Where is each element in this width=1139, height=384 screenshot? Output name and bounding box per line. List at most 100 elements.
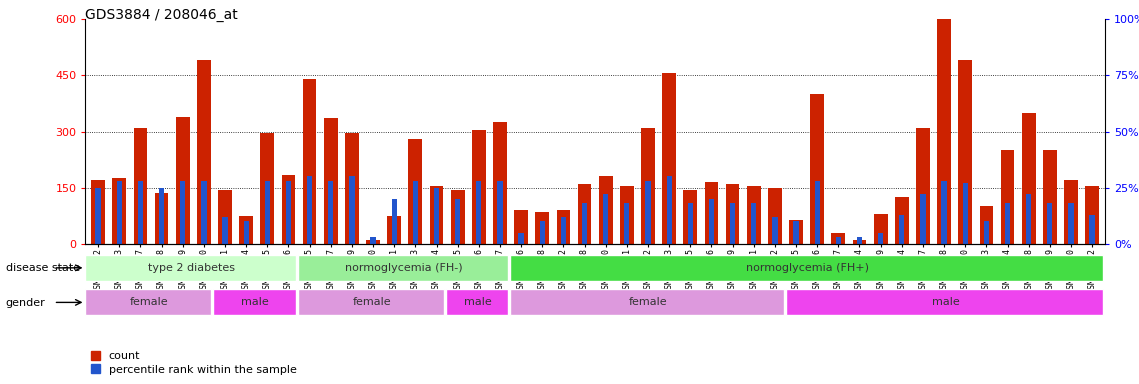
Bar [412,181,418,244]
Bar [708,199,714,244]
Bar [577,184,591,244]
Text: male: male [932,297,959,308]
Bar [366,240,380,244]
Bar [1047,204,1052,244]
Bar [219,190,232,244]
Bar [409,139,423,244]
Bar [244,221,248,244]
Bar [937,19,951,244]
Bar [810,94,825,244]
Bar [113,178,126,244]
Bar [197,60,211,244]
Bar [1026,194,1031,244]
Bar [1022,113,1035,244]
Bar [85,255,296,281]
Bar [446,290,508,315]
Bar [814,181,820,244]
Bar [557,210,571,244]
Bar [264,181,270,244]
Bar [641,128,655,244]
Bar [730,204,736,244]
Bar [202,181,206,244]
Bar [984,221,989,244]
Bar [831,233,845,244]
Bar [794,221,798,244]
Legend: count, percentile rank within the sample: count, percentile rank within the sample [91,351,296,375]
Bar [345,133,359,244]
Bar [155,193,169,244]
Bar [239,216,253,244]
Bar [180,181,186,244]
Text: female: female [353,297,392,308]
Bar [91,180,105,244]
Bar [493,122,507,244]
Bar [662,73,677,244]
Bar [1001,150,1015,244]
Bar [772,217,778,244]
Bar [916,128,929,244]
Bar [560,217,566,244]
Bar [454,199,460,244]
Bar [510,255,1103,281]
Text: gender: gender [6,298,46,308]
Bar [836,237,841,244]
Bar [747,186,761,244]
Text: GDS3884 / 208046_at: GDS3884 / 208046_at [85,8,238,22]
Bar [962,183,968,244]
Text: type 2 diabetes: type 2 diabetes [148,263,235,273]
Bar [646,181,650,244]
Bar [599,177,613,244]
Bar [624,204,630,244]
Bar [96,188,100,244]
Bar [980,207,993,244]
Bar [786,290,1103,315]
Bar [751,204,756,244]
Bar [213,290,296,315]
Bar [297,255,508,281]
Bar [878,233,883,244]
Bar [683,190,697,244]
Bar [429,186,443,244]
Bar [1005,204,1010,244]
Text: male: male [465,297,492,308]
Bar [535,212,549,244]
Bar [789,220,803,244]
Bar [328,181,334,244]
Bar [303,79,317,244]
Text: female: female [130,297,169,308]
Bar [222,217,228,244]
Bar [175,117,189,244]
Bar [323,118,337,244]
Bar [159,188,164,244]
Bar [350,177,354,244]
Bar [434,188,440,244]
Bar [899,215,904,244]
Bar [857,237,862,244]
Bar [116,181,122,244]
Bar [286,181,292,244]
Bar [472,130,485,244]
Bar [85,290,211,315]
Bar [942,181,947,244]
Bar [895,197,909,244]
Bar [308,177,312,244]
Bar [1064,180,1077,244]
Bar [920,194,926,244]
Bar [1043,150,1057,244]
Bar [853,240,867,244]
Bar [392,199,396,244]
Bar [688,204,693,244]
Bar [768,188,781,244]
Bar [514,210,528,244]
Bar [451,190,465,244]
Text: disease state: disease state [6,263,80,273]
Bar [297,290,444,315]
Bar [138,181,144,244]
Bar [510,290,784,315]
Bar [540,221,544,244]
Bar [620,186,633,244]
Bar [387,216,401,244]
Text: normoglycemia (FH+): normoglycemia (FH+) [746,263,869,273]
Bar [666,177,672,244]
Bar [370,237,376,244]
